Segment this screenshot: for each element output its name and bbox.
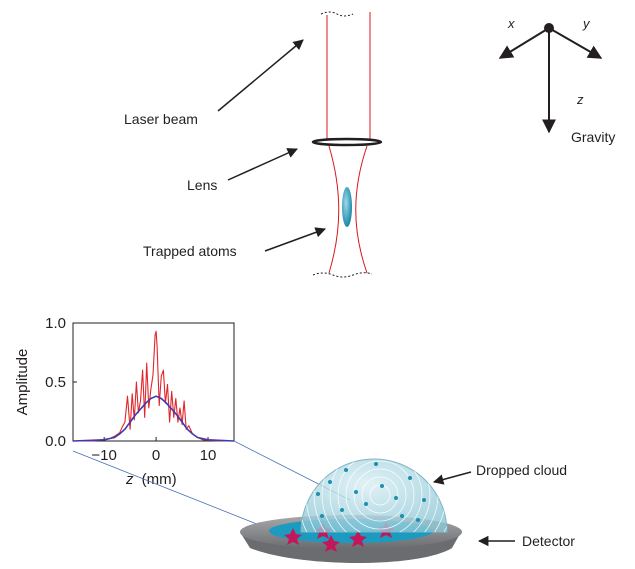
laser-setup: [311, 11, 383, 278]
atom-dot: [344, 468, 348, 472]
atom-dot: [416, 518, 420, 522]
atom-dot: [354, 490, 358, 494]
atom-dot: [422, 498, 426, 502]
atom-dot: [374, 462, 378, 466]
chart-xlabel: z (mm): [125, 471, 177, 488]
trapped-atoms-cloud: [342, 187, 352, 227]
lens-arrow: [227, 148, 298, 181]
cloud-atoms: [316, 462, 426, 522]
series-line-measured: [73, 330, 234, 442]
focused-beam-right: [355, 145, 368, 274]
atom-dot: [408, 476, 412, 480]
label-detector: Detector: [477, 533, 575, 549]
x-tick-label: −10: [91, 447, 116, 464]
chart-plot-area: [72, 322, 235, 442]
atom-dot: [394, 496, 398, 500]
chart-ticks: −10 0 10 0.0 0.5 1.0: [45, 315, 216, 464]
gravity-label: Gravity: [571, 129, 615, 145]
dropped-cloud-label: Dropped cloud: [476, 462, 567, 478]
chart-series: [72, 330, 235, 442]
triad-x-label: x: [507, 16, 515, 31]
triad-x-arrow: [498, 27, 550, 59]
y-tick-label: 0.0: [45, 433, 66, 450]
trapped-atoms-label: Trapped atoms: [143, 243, 237, 259]
focused-beam-left: [328, 145, 340, 274]
amplitude-chart: −10 0 10 0.0 0.5 1.0 Amplitude z (mm): [14, 315, 235, 488]
x-tick-label: 0: [152, 447, 160, 464]
triad-y-arrow: [548, 27, 603, 59]
beam-bottom-break: [312, 272, 373, 278]
label-laser-beam: Laser beam: [124, 39, 304, 127]
atom-dot: [320, 514, 324, 518]
laser-beam-arrow: [217, 39, 304, 112]
atom-dot: [364, 502, 368, 506]
hit-star: [349, 530, 367, 547]
hit-star: [322, 535, 340, 552]
atom-dot: [400, 514, 404, 518]
laser-beam-label: Laser beam: [124, 111, 198, 127]
axes-triad: x y z Gravity: [498, 16, 615, 145]
label-dropped-cloud: Dropped cloud: [432, 462, 567, 485]
hit-star: [284, 528, 302, 545]
detector-label: Detector: [522, 533, 575, 549]
chart-xlabel-var: z: [125, 471, 134, 488]
chart-ylabel: Amplitude: [14, 349, 31, 416]
trapped-atoms-arrow: [264, 227, 326, 252]
lens: [311, 137, 383, 147]
x-tick-label: 10: [200, 447, 217, 464]
atom-dot: [328, 480, 332, 484]
chart-xlabel-unit: (mm): [142, 471, 177, 488]
triad-y-label: y: [582, 16, 591, 31]
detector-assembly: [240, 458, 462, 563]
label-lens: Lens: [187, 148, 298, 193]
dropped-cloud-arrow: [432, 471, 472, 485]
atom-dot: [380, 484, 384, 488]
atom-dot: [316, 492, 320, 496]
lens-label: Lens: [187, 177, 217, 193]
label-trapped-atoms: Trapped atoms: [143, 227, 326, 259]
atom-dot: [340, 508, 344, 512]
triad-z-label: z: [576, 92, 584, 107]
y-tick-label: 1.0: [45, 315, 66, 332]
triad-origin: [544, 23, 554, 33]
y-tick-label: 0.5: [45, 374, 66, 391]
beam-top-break: [320, 11, 354, 17]
series-line-fit: [72, 395, 235, 442]
